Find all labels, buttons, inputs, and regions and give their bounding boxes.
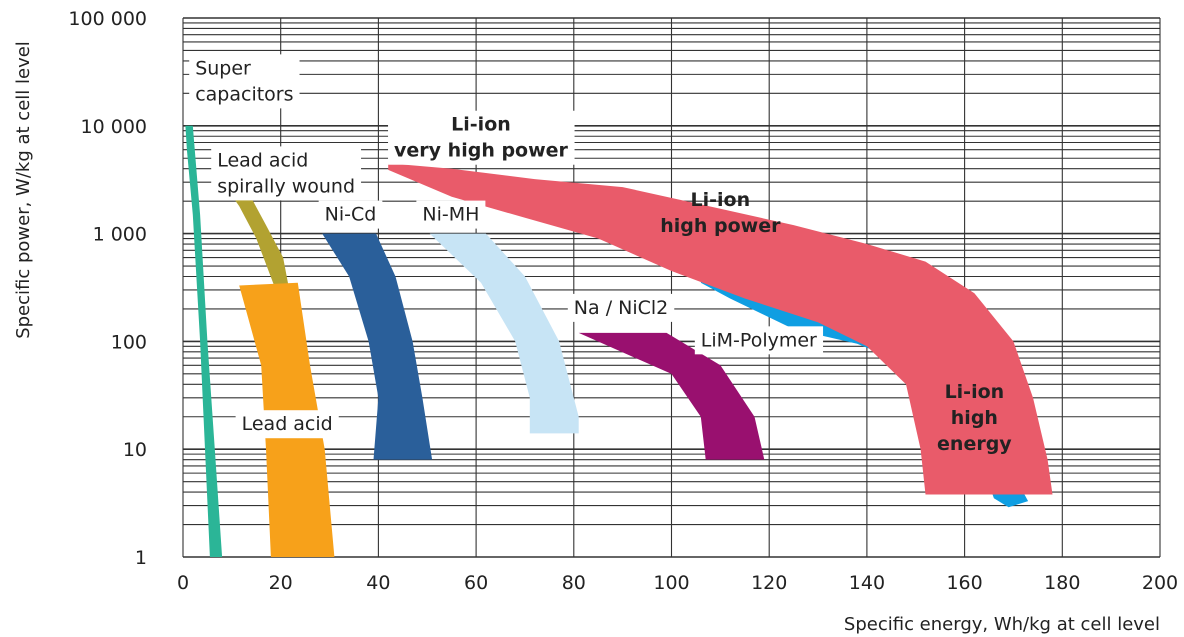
label-lead-acid-spirally-wound: Lead acid spirally wound bbox=[211, 146, 362, 201]
region-na-nicl2 bbox=[578, 332, 765, 460]
label-ni-mh: Ni-MH bbox=[416, 200, 486, 229]
label-line: spirally wound bbox=[217, 175, 355, 197]
x-tick-labels: 0 20 40 60 80 100 120 140 160 180 200 bbox=[177, 572, 1178, 594]
x-tick-label: 0 bbox=[177, 572, 189, 594]
region-li-ion-very-high-power bbox=[388, 163, 1053, 495]
label-line: Li-ion bbox=[945, 381, 1005, 403]
label-background bbox=[567, 293, 675, 322]
label-li-ion-high-power: Li-ion high power bbox=[660, 189, 781, 237]
label-line: Na / NiCl2 bbox=[574, 297, 668, 319]
x-tick-label: 20 bbox=[269, 572, 293, 594]
label-super-capacitors: Super capacitors bbox=[189, 54, 300, 109]
label-line: Super bbox=[195, 57, 251, 79]
x-tick-label: 100 bbox=[653, 572, 689, 594]
label-line: high power bbox=[660, 215, 781, 237]
label-line: Li-ion bbox=[451, 114, 511, 136]
x-tick-label: 120 bbox=[751, 572, 787, 594]
label-line: Lead acid bbox=[242, 413, 333, 435]
label-line: very high power bbox=[394, 140, 569, 162]
x-axis-label: Specific energy, Wh/kg at cell level bbox=[844, 614, 1160, 635]
label-lead-acid: Lead acid bbox=[235, 410, 339, 439]
y-tick-label: 100 bbox=[111, 331, 147, 353]
label-ni-cd: Ni-Cd bbox=[318, 200, 383, 229]
label-line: energy bbox=[937, 433, 1012, 455]
label-line: Ni-Cd bbox=[325, 204, 377, 226]
region-ni-cd bbox=[322, 233, 433, 460]
label-li-ion-high-energy: Li-ion high energy bbox=[937, 381, 1012, 455]
x-tick-label: 180 bbox=[1044, 572, 1080, 594]
label-na-nicl2: Na / NiCl2 bbox=[567, 293, 675, 322]
y-tick-label: 10 bbox=[123, 439, 147, 461]
label-line: Li-ion bbox=[691, 189, 751, 211]
label-line: Lead acid bbox=[217, 149, 308, 171]
region-ni-mh bbox=[429, 233, 579, 434]
x-tick-label: 60 bbox=[464, 572, 488, 594]
label-line: LiM-Polymer bbox=[701, 329, 817, 351]
label-background bbox=[235, 410, 339, 439]
label-background bbox=[211, 146, 362, 201]
label-li-ion-very-high-power: Li-ion very high power bbox=[388, 110, 575, 165]
y-tick-label: 1 000 bbox=[93, 224, 147, 246]
label-line: high bbox=[951, 407, 998, 429]
label-background bbox=[416, 200, 486, 229]
x-tick-label: 200 bbox=[1142, 572, 1178, 594]
label-background bbox=[318, 200, 383, 229]
x-tick-label: 40 bbox=[366, 572, 390, 594]
x-tick-label: 140 bbox=[849, 572, 885, 594]
y-tick-label: 100 000 bbox=[68, 8, 147, 30]
y-axis-label: Specific power, W/kg at cell level bbox=[13, 41, 34, 339]
label-background bbox=[189, 54, 300, 109]
label-line: Ni-MH bbox=[422, 204, 479, 226]
y-tick-label: 1 bbox=[135, 547, 147, 569]
label-background bbox=[694, 326, 824, 355]
x-tick-label: 80 bbox=[562, 572, 586, 594]
y-tick-label: 10 000 bbox=[81, 116, 147, 138]
region-super-capacitors bbox=[185, 125, 223, 558]
x-tick-label: 160 bbox=[946, 572, 982, 594]
label-background bbox=[388, 110, 575, 165]
y-tick-labels: 1 10 100 1 000 10 000 100 000 bbox=[68, 8, 147, 569]
label-lim-polymer: LiM-Polymer bbox=[694, 326, 824, 355]
label-line: capacitors bbox=[195, 83, 293, 105]
